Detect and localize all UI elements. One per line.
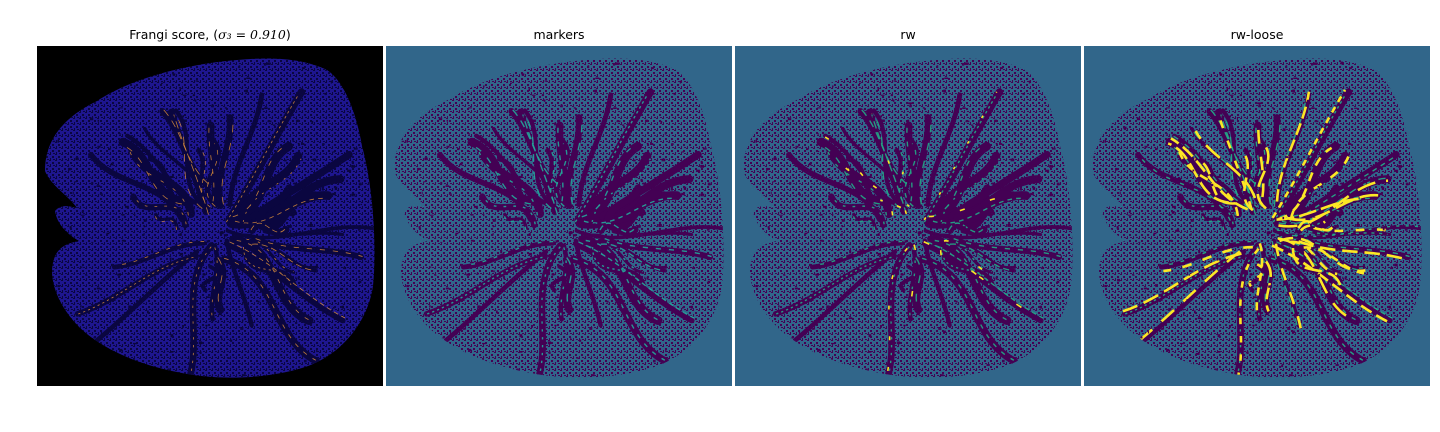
panel-title-frangi: Frangi score, (σ₃ = 0.910) (129, 27, 291, 42)
panel-frangi (37, 46, 383, 386)
panel-rw-loose (1084, 46, 1430, 386)
panel-title-markers: markers (533, 27, 585, 42)
frangi-image (37, 46, 383, 386)
rw-loose-image (1084, 46, 1430, 386)
panel-rw (735, 46, 1081, 386)
rw-image (735, 46, 1081, 386)
panel-markers (386, 46, 732, 386)
panel-title-rw-loose: rw-loose (1230, 27, 1284, 42)
panel-title-rw: rw (900, 27, 916, 42)
markers-image (386, 46, 732, 386)
